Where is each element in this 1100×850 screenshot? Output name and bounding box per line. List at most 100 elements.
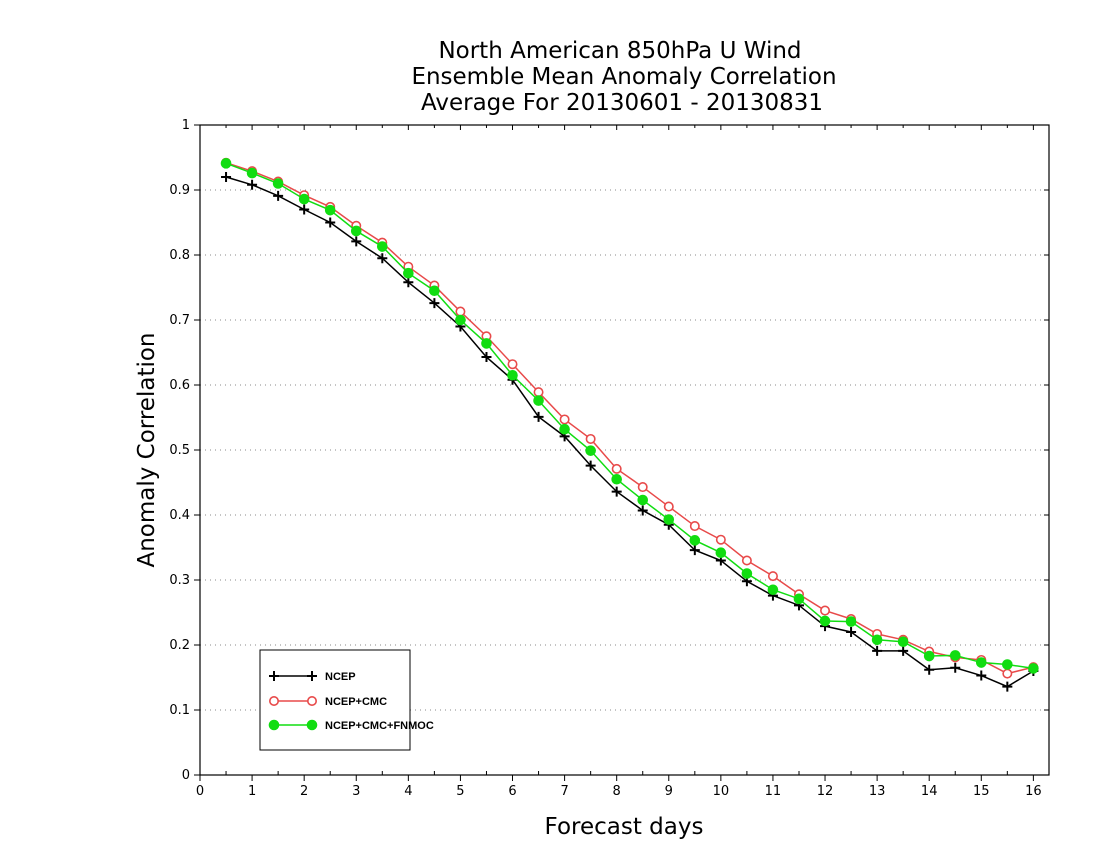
data-point-ncep-cmc-fnmoc xyxy=(481,338,492,349)
x-tick-label: 7 xyxy=(560,784,568,799)
x-tick-label: 3 xyxy=(352,784,360,799)
series-ncep xyxy=(221,172,1039,692)
legend-label-ncep-cmc: NCEP+CMC xyxy=(325,696,387,708)
data-point-ncep xyxy=(1002,681,1013,692)
data-point-ncep xyxy=(481,352,492,363)
data-point-ncep xyxy=(299,204,310,215)
legend-label-ncep: NCEP xyxy=(325,671,356,683)
data-point-ncep-cmc-fnmoc xyxy=(429,285,440,297)
chart-title-line-2: Ensemble Mean Anomaly Correlation xyxy=(411,64,836,90)
x-tick-label: 5 xyxy=(456,784,464,799)
data-point-ncep-cmc-fnmoc xyxy=(689,535,701,546)
x-tick-label: 14 xyxy=(921,784,938,799)
data-point-ncep xyxy=(351,236,362,247)
data-point-ncep-cmc-fnmoc xyxy=(923,650,935,662)
legend-marker-ncep-cmc xyxy=(268,695,279,706)
data-point-ncep-cmc-fnmoc xyxy=(741,568,753,579)
series-line-ncep xyxy=(225,176,1034,688)
data-point-ncep xyxy=(221,172,232,182)
data-point-ncep-cmc-fnmoc xyxy=(663,514,675,525)
x-axis-title: Forecast days xyxy=(545,814,704,840)
legend-marker-ncep xyxy=(269,671,279,681)
x-tick-label: 0 xyxy=(196,784,204,799)
data-point-ncep-cmc xyxy=(689,521,700,532)
data-point-ncep-cmc-fnmoc xyxy=(403,267,414,279)
data-point-ncep-cmc-fnmoc xyxy=(220,158,232,169)
y-tick-label: 0.9 xyxy=(169,183,190,198)
legend: NCEP NCEP+CMC NCEP+CMC+FNMOC xyxy=(259,649,434,751)
x-tick-label: 16 xyxy=(1025,784,1042,799)
y-tick-label: 0.4 xyxy=(169,508,190,523)
data-point-ncep-cmc-fnmoc xyxy=(871,634,883,646)
data-point-ncep-cmc xyxy=(637,482,648,493)
data-point-ncep xyxy=(247,179,258,190)
legend-marker-ncep-cmc-fnmoc xyxy=(306,719,318,731)
legend-label-ncep-cmc-fnmoc: NCEP+CMC+FNMOC xyxy=(325,720,434,732)
data-point-ncep-cmc-fnmoc xyxy=(377,241,388,252)
data-point-ncep xyxy=(325,217,336,228)
x-tick-label: 11 xyxy=(765,784,782,799)
data-point-ncep xyxy=(846,627,857,637)
y-tick-label: 0.7 xyxy=(169,313,190,328)
x-tick-label: 12 xyxy=(817,784,834,799)
data-point-ncep-cmc-fnmoc xyxy=(611,473,622,485)
data-point-ncep xyxy=(403,277,414,288)
data-point-ncep-cmc-fnmoc xyxy=(272,178,284,189)
data-point-ncep-cmc-fnmoc xyxy=(533,395,544,406)
data-point-ncep-cmc-fnmoc xyxy=(715,547,727,559)
data-point-ncep-cmc xyxy=(663,501,674,512)
series-line-ncep-cmc xyxy=(225,161,1034,675)
x-tick-label: 8 xyxy=(613,784,621,799)
data-point-ncep-cmc-fnmoc xyxy=(949,650,961,661)
legend-marker-ncep-cmc-fnmoc xyxy=(268,719,280,731)
data-point-ncep xyxy=(689,545,700,556)
data-point-ncep-cmc xyxy=(741,555,752,566)
data-point-ncep-cmc-fnmoc xyxy=(455,314,466,326)
data-point-ncep xyxy=(585,460,596,471)
x-tick-label: 10 xyxy=(713,784,730,799)
x-tick-label: 4 xyxy=(404,784,412,799)
data-point-ncep xyxy=(872,645,883,656)
gridlines xyxy=(200,189,1049,711)
x-axis: 0 1 2 3 4 5 6 7 8 9 10 11 12 13 14 15 16 xyxy=(196,125,1042,799)
data-point-ncep xyxy=(611,486,622,497)
data-point-ncep-cmc-fnmoc xyxy=(585,445,596,456)
data-point-ncep-cmc-fnmoc xyxy=(845,616,857,627)
data-point-ncep-cmc xyxy=(455,306,466,317)
data-point-ncep-cmc-fnmoc xyxy=(507,369,518,381)
legend-marker-ncep-cmc xyxy=(306,695,317,706)
data-point-ncep-cmc-fnmoc xyxy=(975,657,987,668)
data-point-ncep-cmc xyxy=(507,359,518,370)
y-axis: 0 0.1 0.2 0.3 0.4 0.5 0.6 0.7 0.8 0.9 1 xyxy=(169,118,1049,783)
x-tick-label: 9 xyxy=(665,784,673,799)
data-point-ncep xyxy=(429,298,440,309)
y-tick-label: 0 xyxy=(182,768,190,783)
y-tick-label: 0.8 xyxy=(169,248,190,263)
x-tick-label: 1 xyxy=(248,784,256,799)
data-point-ncep-cmc xyxy=(559,414,570,425)
data-point-ncep-cmc-fnmoc xyxy=(1002,659,1013,670)
data-point-ncep xyxy=(533,411,544,422)
y-tick-label: 0.6 xyxy=(169,378,190,393)
data-point-ncep xyxy=(377,253,388,264)
y-tick-label: 0.5 xyxy=(169,443,190,458)
data-point-ncep-cmc-fnmoc xyxy=(819,615,831,627)
data-point-ncep-cmc-fnmoc xyxy=(897,636,909,648)
data-point-ncep xyxy=(273,190,284,201)
x-tick-label: 13 xyxy=(869,784,886,799)
legend-marker-ncep xyxy=(307,671,317,681)
data-point-ncep-cmc xyxy=(767,571,778,582)
data-point-ncep xyxy=(950,662,961,673)
y-tick-label: 0.1 xyxy=(169,703,190,718)
legend-box xyxy=(259,649,411,751)
x-tick-label: 15 xyxy=(973,784,990,799)
data-point-ncep-cmc-fnmoc xyxy=(1028,663,1039,674)
data-point-ncep xyxy=(924,664,935,675)
data-point-ncep-cmc-fnmoc xyxy=(246,167,258,179)
series-ncep-cmc xyxy=(221,157,1039,679)
data-point-ncep-cmc-fnmoc xyxy=(767,584,779,596)
x-tick-label: 2 xyxy=(300,784,308,799)
data-point-ncep-cmc-fnmoc xyxy=(324,204,336,216)
data-point-ncep-cmc-fnmoc xyxy=(637,494,649,506)
data-point-ncep-cmc-fnmoc xyxy=(298,193,310,205)
